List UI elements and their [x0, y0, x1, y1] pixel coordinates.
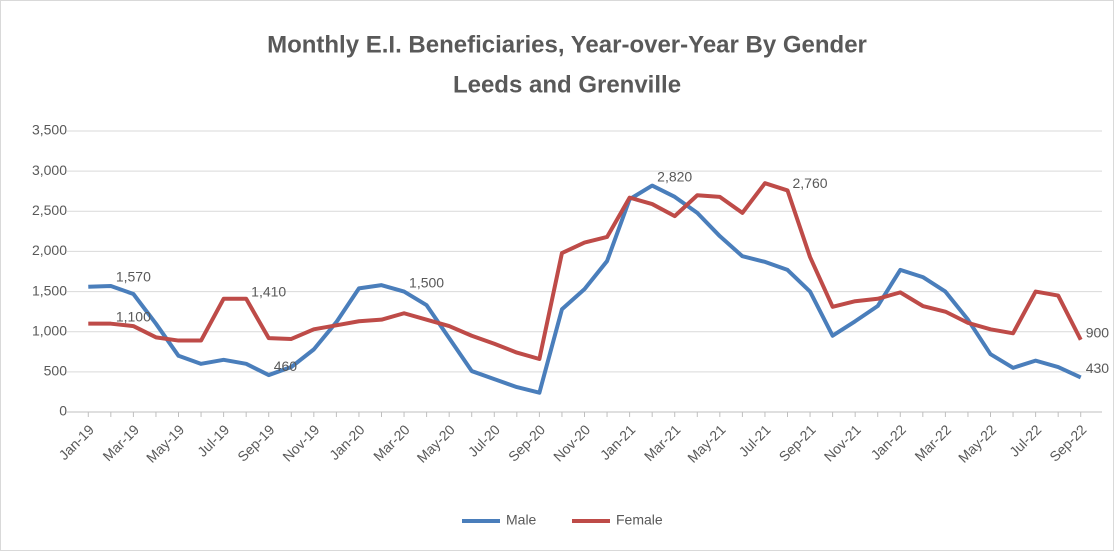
data-label: 460 — [274, 358, 298, 374]
data-label: 1,570 — [116, 269, 151, 285]
chart-subtitle: Leeds and Grenville — [453, 71, 681, 98]
data-label: 1,100 — [116, 308, 151, 324]
data-label: 1,500 — [409, 274, 444, 290]
chart-title: Monthly E.I. Beneficiaries, Year-over-Ye… — [267, 31, 867, 58]
y-tick-label: 3,000 — [32, 162, 67, 178]
data-label: 2,760 — [793, 175, 828, 191]
legend-label: Male — [506, 512, 537, 528]
y-tick-label: 1,500 — [32, 282, 67, 298]
data-label: 900 — [1086, 324, 1110, 340]
line-series — [88, 181, 1083, 362]
y-tick-label: 2,500 — [32, 202, 67, 218]
y-tick-label: 1,000 — [32, 322, 67, 338]
line-series — [88, 183, 1082, 395]
data-label: 430 — [1086, 360, 1110, 376]
y-tick-label: 2,000 — [32, 242, 67, 258]
y-tick-label: 3,500 — [32, 122, 67, 138]
y-tick-label: 0 — [59, 403, 67, 419]
legend-label: Female — [616, 512, 663, 528]
data-label: 1,410 — [251, 284, 286, 300]
y-tick-label: 500 — [44, 363, 68, 379]
data-label: 2,820 — [657, 168, 692, 184]
